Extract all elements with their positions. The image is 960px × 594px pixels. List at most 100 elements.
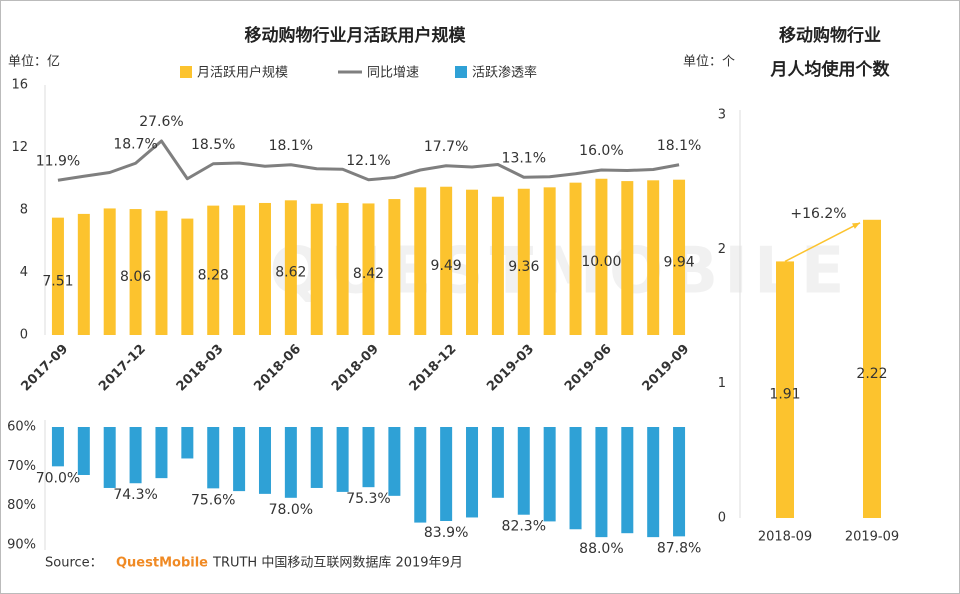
bar [77,213,90,335]
data-label: 9.36 [508,259,539,275]
bar [647,427,660,538]
bar [77,427,90,475]
annotation-arrow [784,222,861,263]
data-label: 9.49 [431,258,462,274]
y-tick-label: 70% [7,459,36,474]
data-label: 17.7% [424,139,468,155]
data-label: 78.0% [269,502,313,518]
data-label: 82.3% [502,519,546,535]
bar [207,427,220,489]
data-label: 7.51 [42,273,73,289]
data-label: 75.3% [346,491,390,507]
y-tick-label: 60% [7,420,36,435]
annotation-arrowhead [852,222,860,229]
bar [673,427,686,537]
bar [233,427,246,492]
bar [466,189,479,335]
data-label: 18.1% [269,138,313,154]
y-tick-label: 2 [718,242,726,257]
data-label: 8.62 [275,265,306,281]
legend-label: 月活跃用户规模 [197,65,288,81]
y-tick-label: 0 [20,328,28,343]
chart-title: 移动购物行业 [779,25,881,46]
data-label: 9.94 [663,254,694,270]
source-text: TRUTH 中国移动互联网数据库 2019年9月 [212,555,463,571]
bar [569,182,582,335]
data-label: 27.6% [139,114,183,130]
data-label: 1.91 [769,387,800,403]
bar [233,205,246,335]
y-tick-label: 1 [718,376,726,391]
y-tick-label: 0 [718,511,726,526]
bar [863,219,881,518]
bar [181,218,194,335]
data-label: 8.06 [120,269,151,285]
unit-label: 单位：亿 [8,55,60,70]
data-label: 8.42 [353,266,384,282]
chart-title: 移动购物行业月活跃用户规模 [245,25,467,46]
y-tick-label: 80% [7,498,36,513]
legend-label: 活跃渗透率 [472,65,537,81]
bar [155,427,168,479]
data-label: 75.6% [191,492,235,508]
bar [362,427,375,488]
bar [543,427,556,522]
y-tick-label: 90% [7,538,36,553]
bar [258,427,271,494]
bar [362,203,375,335]
bar [336,427,349,492]
bar [336,202,349,335]
data-label: 2.22 [856,366,887,382]
data-label: 10.00 [581,254,621,270]
bar [388,427,401,496]
bar [414,187,427,335]
bar [569,427,582,530]
line [57,139,680,182]
source-prefix: Source： [45,556,103,571]
x-tick-label: 2018-09 [758,530,812,545]
y-tick-label: 12 [11,140,28,155]
data-label: 8.28 [198,267,229,283]
bar [207,205,220,335]
bar [103,208,116,335]
data-label: 18.5% [191,137,235,153]
bar [440,427,453,522]
y-tick-label: 4 [20,265,28,280]
legend-swatch [180,66,192,78]
bar [284,200,297,335]
bar [155,210,168,335]
y-tick-label: 3 [718,108,726,123]
data-label: 88.0% [579,541,623,557]
annotation: +16.2% [790,206,846,222]
bar [51,427,64,467]
bar [491,427,504,498]
bar [647,180,660,335]
source-brand: QuestMobile [116,556,208,571]
data-label: 83.9% [424,525,468,541]
data-label: 13.1% [502,150,546,166]
bar [621,181,634,335]
bar [129,209,142,335]
data-label: 12.1% [346,153,390,169]
bar [440,186,453,335]
bar [181,427,194,459]
bar [51,217,64,335]
bar [543,187,556,335]
data-label: 87.8% [657,540,701,556]
bar [595,178,608,335]
bar [595,427,608,538]
bar [284,427,297,498]
bar [414,427,427,523]
bar [310,203,323,335]
bar [388,199,401,335]
bar [776,261,794,518]
bar [621,427,634,534]
legend-swatch [455,66,467,78]
bar [491,196,504,335]
data-label: 16.0% [579,143,623,159]
bar [673,179,686,335]
bar [258,202,271,335]
bar [103,427,116,488]
x-tick-label: 2019-09 [845,530,899,545]
